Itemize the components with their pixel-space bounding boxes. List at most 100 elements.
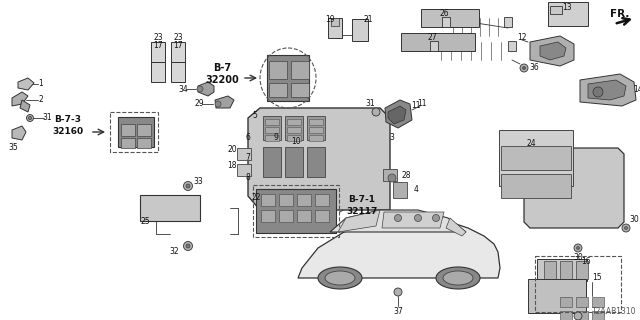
Bar [291, 83, 309, 97]
Bar [285, 147, 303, 177]
Bar [508, 41, 516, 51]
Ellipse shape [186, 244, 190, 248]
Ellipse shape [593, 87, 603, 97]
Bar [291, 61, 309, 79]
Text: 11: 11 [417, 100, 427, 108]
Polygon shape [338, 210, 380, 232]
Ellipse shape [394, 214, 401, 221]
Ellipse shape [29, 116, 31, 119]
Text: 23: 23 [173, 34, 183, 43]
Bar [499, 130, 573, 186]
Text: 21: 21 [364, 15, 372, 25]
Ellipse shape [215, 101, 221, 107]
Ellipse shape [522, 67, 525, 69]
Text: B-7-1: B-7-1 [349, 196, 376, 204]
Text: 31: 31 [42, 114, 52, 123]
Bar [401, 33, 475, 51]
Text: 32200: 32200 [205, 75, 239, 85]
Bar [297, 194, 311, 206]
Ellipse shape [372, 108, 380, 116]
Bar [535, 256, 621, 312]
Text: 14: 14 [633, 85, 640, 94]
Text: 5: 5 [253, 111, 257, 121]
Bar [263, 147, 281, 177]
Text: 36: 36 [529, 63, 539, 73]
Text: 1: 1 [38, 79, 44, 89]
Text: 30: 30 [573, 253, 583, 262]
Text: 32160: 32160 [52, 127, 84, 137]
Bar [285, 116, 303, 140]
Text: 25: 25 [140, 217, 150, 226]
Ellipse shape [433, 214, 440, 221]
Polygon shape [12, 126, 26, 140]
Bar [442, 17, 450, 27]
Text: 9: 9 [273, 133, 278, 142]
Bar [118, 117, 154, 147]
Polygon shape [12, 92, 28, 106]
Text: 3: 3 [390, 133, 394, 142]
Ellipse shape [388, 174, 396, 182]
Polygon shape [298, 220, 500, 278]
Bar [548, 2, 588, 26]
Text: 16: 16 [581, 258, 591, 267]
Text: 28: 28 [401, 171, 411, 180]
Bar [265, 127, 279, 133]
Bar [331, 18, 339, 26]
Ellipse shape [622, 224, 630, 232]
Text: T2AAB1310: T2AAB1310 [592, 308, 636, 316]
Text: 8: 8 [246, 173, 250, 182]
Bar [261, 210, 275, 222]
Bar [421, 9, 479, 27]
Text: 17: 17 [173, 41, 183, 50]
Polygon shape [248, 108, 390, 210]
Text: 26: 26 [439, 10, 449, 19]
Text: 33: 33 [193, 178, 203, 187]
Text: 29: 29 [194, 100, 204, 108]
Bar [267, 55, 309, 101]
Bar [287, 119, 301, 125]
Bar [140, 195, 200, 221]
Bar [309, 119, 323, 125]
Bar [504, 17, 512, 27]
Bar [307, 116, 325, 140]
Bar [307, 147, 325, 177]
Text: 32117: 32117 [346, 207, 378, 217]
Ellipse shape [186, 184, 190, 188]
Polygon shape [388, 106, 406, 124]
Text: 2: 2 [38, 95, 44, 105]
Text: 37: 37 [393, 308, 403, 316]
Text: 12: 12 [517, 34, 527, 43]
Bar [265, 135, 279, 141]
Text: 18: 18 [227, 162, 237, 171]
Text: 30: 30 [629, 215, 639, 225]
Text: 7: 7 [246, 154, 250, 163]
Bar [315, 194, 329, 206]
Bar [253, 185, 339, 237]
Ellipse shape [197, 86, 203, 92]
Bar [279, 210, 293, 222]
Polygon shape [540, 42, 566, 60]
Ellipse shape [394, 288, 402, 296]
Text: 31: 31 [365, 99, 375, 108]
Polygon shape [18, 78, 34, 90]
Bar [151, 62, 165, 82]
Text: 27: 27 [427, 34, 437, 43]
Bar [137, 138, 151, 148]
Polygon shape [330, 210, 466, 232]
Text: 34: 34 [178, 84, 188, 93]
Polygon shape [530, 36, 574, 66]
Ellipse shape [184, 242, 193, 251]
Polygon shape [588, 80, 626, 100]
Bar [352, 19, 368, 41]
Bar [256, 189, 336, 233]
Polygon shape [446, 218, 466, 236]
Bar [576, 261, 588, 279]
Bar [265, 119, 279, 125]
Text: 23: 23 [153, 34, 163, 43]
Bar [328, 18, 342, 38]
Text: 19: 19 [325, 15, 335, 25]
Bar [279, 194, 293, 206]
Text: 11: 11 [412, 101, 420, 110]
Bar [501, 174, 571, 198]
Bar [121, 124, 135, 136]
